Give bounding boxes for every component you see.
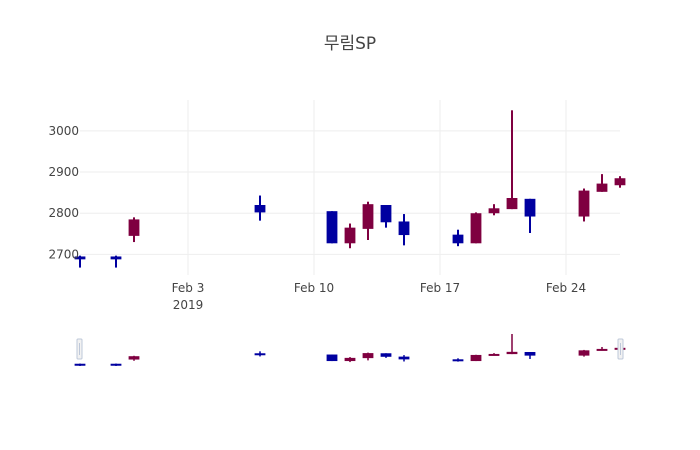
grid-layer [80,100,620,275]
slider-candle [398,355,410,362]
candle-decreasing[interactable] [380,205,392,228]
candle-increasing[interactable] [596,174,608,192]
slider-candle [488,353,500,356]
x-tick-label: Feb 3 [172,281,205,295]
slider-candle-body [254,353,266,356]
slider-candle-body [506,351,518,355]
y-tick-label: 2800 [48,206,79,220]
candle-layer[interactable] [74,110,626,268]
candle-body [578,190,590,217]
slider-candle-body [470,354,482,362]
slider-candle-body [74,363,86,366]
candle-increasing[interactable] [362,201,374,240]
x-tick-label: Feb 24 [546,281,586,295]
slider-candle [326,354,338,362]
slider-candle-body [488,353,500,356]
slider-candle [254,351,266,357]
slider-candle-body [524,352,536,356]
slider-candle-body [380,353,392,357]
candle-decreasing[interactable] [524,198,536,233]
candle-increasing[interactable] [578,188,590,222]
slider-candle-body [596,348,608,351]
range-slider[interactable] [74,334,626,366]
slider-candle [362,352,374,361]
candle-body [506,198,518,210]
y-tick-label: 2900 [48,165,79,179]
candle-body [398,221,410,236]
x-tick-sublabel: 2019 [173,298,204,312]
slider-candle [596,346,608,351]
axis-layer: 2700 2800 2900 3000 Feb 3 2019 Feb 10 Feb 17 Feb… [48,124,586,312]
slider-candle-body [578,350,590,356]
slider-candle [524,352,536,359]
candle-body [74,256,86,260]
candle-body [452,234,464,244]
candle-decreasing[interactable] [398,214,410,246]
candle-decreasing[interactable] [74,255,86,268]
slider-candle-body [110,363,122,366]
slider-candle [470,354,482,362]
candle-body [614,178,626,186]
candle-decreasing[interactable] [452,229,464,247]
candle-body [254,205,266,213]
candle-decreasing[interactable] [110,255,122,268]
candle-increasing[interactable] [614,176,626,188]
y-tick-label: 3000 [48,124,79,138]
candle-increasing[interactable] [470,212,482,244]
slider-candle [128,355,140,361]
candle-body [596,183,608,192]
slider-candle [380,353,392,358]
candle-body [470,213,482,244]
candle-body [488,208,500,214]
x-tick-label: Feb 10 [294,281,334,295]
candle-body [128,219,140,236]
slider-candle [74,363,86,366]
candle-body [380,205,392,223]
slider-candle [110,363,122,366]
slider-candle [506,334,518,355]
candle-increasing[interactable] [128,217,140,243]
candle-increasing[interactable] [488,204,500,216]
slider-candle-body [344,357,356,362]
candle-increasing[interactable] [506,110,518,210]
slider-candle [578,349,590,357]
candle-body [344,227,356,244]
candle-body [110,256,122,260]
slider-candle-body [362,353,374,359]
slider-candle-body [128,356,140,360]
x-tick-label: Feb 17 [420,281,460,295]
candle-body [524,198,536,217]
candle-body [362,204,374,229]
candle-increasing[interactable] [344,223,356,249]
slider-candle-body [398,356,410,360]
y-tick-label: 2700 [48,247,79,261]
candle-decreasing[interactable] [254,195,266,221]
candle-body [326,211,338,244]
candle-decreasing[interactable] [326,211,338,244]
slider-candle-body [452,359,464,362]
slider-candle [452,358,464,362]
chart-title: 무림SP [324,34,376,54]
slider-candle [344,357,356,363]
slider-candle-body [326,354,338,362]
